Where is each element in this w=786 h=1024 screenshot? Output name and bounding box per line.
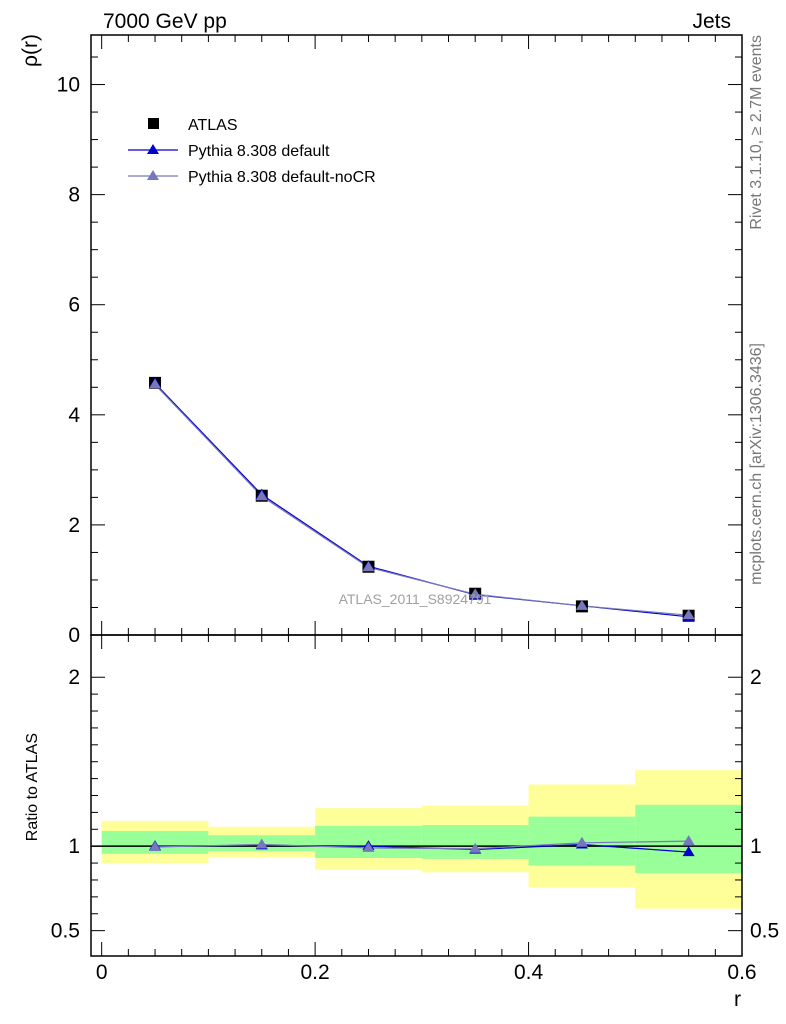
ratio-nocr-point — [362, 841, 375, 852]
tick-labels: 0 2 4 6 8 10 0.5 0.5 1 1 2 2 0 0.2 0.4 0.6 — [51, 74, 779, 984]
main-ytick-label: 2 — [68, 514, 80, 537]
band-inner-3 — [421, 825, 529, 859]
axis-ticks — [91, 35, 743, 956]
main-ytick-label: 0 — [68, 624, 80, 647]
ratio-nocr-point — [469, 842, 482, 853]
legend-label-atlas: ATLAS — [188, 117, 238, 134]
legend-label-default: Pythia 8.308 default — [188, 143, 330, 160]
ratio-ytick-label-left: 2 — [68, 666, 80, 689]
header-right: Jets — [692, 10, 731, 33]
header-left: 7000 GeV pp — [103, 10, 227, 33]
legend-marker-nocr — [147, 170, 159, 180]
ratio-line-nocr — [155, 840, 689, 850]
main-ytick-label: 8 — [68, 184, 80, 207]
ratio-nocr-point — [682, 835, 695, 846]
main-ytick-label: 6 — [68, 294, 80, 317]
xtick-label: 0.2 — [301, 961, 330, 984]
ratio-ytick-label-right: 0.5 — [750, 920, 779, 943]
ratio-nocr-point — [149, 841, 162, 852]
nocr-point — [575, 599, 588, 610]
main-line-default — [154, 383, 689, 618]
rivet-label: Rivet 3.1.10, ≥ 2.7M events — [748, 35, 765, 230]
main-y-label: ρ(r) — [19, 34, 42, 67]
main-ytick-label: 10 — [57, 74, 80, 97]
nocr-point — [149, 378, 162, 389]
ratio-ytick-label-left: 1 — [68, 835, 80, 858]
analysis-watermark: ATLAS_2011_S8924791 — [339, 591, 492, 607]
xtick-label: 0.4 — [514, 961, 544, 984]
legend-label-nocr: Pythia 8.308 default-noCR — [188, 169, 376, 186]
ratio-default-point — [682, 846, 695, 857]
ratio-nocr-point — [255, 838, 268, 849]
xtick-label: 0.6 — [727, 961, 756, 984]
legend-marker-atlas — [148, 118, 159, 129]
series-layer — [149, 376, 695, 857]
nocr-point — [362, 561, 375, 572]
ratio-ytick-label-left: 0.5 — [51, 920, 80, 943]
nocr-point — [255, 490, 268, 501]
ratio-ytick-label-right: 2 — [750, 666, 762, 689]
xtick-label: 0 — [96, 961, 108, 984]
ratio-nocr-point — [575, 836, 588, 847]
main-ytick-label: 4 — [68, 404, 80, 427]
ratio-y-label: Ratio to ATLAS — [24, 733, 41, 841]
ratio-uncertainty-bands — [91, 770, 742, 909]
main-line-nocr — [154, 384, 689, 616]
x-axis-label: r — [734, 988, 741, 1011]
legend-marker-default — [147, 144, 159, 154]
mcplots-label: mcplots.cern.ch [arXiv:1306.3436] — [748, 343, 765, 585]
legend: ATLAS Pythia 8.308 default Pythia 8.308 … — [128, 117, 376, 186]
ratio-ytick-label-right: 1 — [750, 835, 762, 858]
ratio-plot-frame — [90, 634, 743, 957]
nocr-point — [469, 588, 482, 599]
nocr-point — [682, 609, 695, 620]
